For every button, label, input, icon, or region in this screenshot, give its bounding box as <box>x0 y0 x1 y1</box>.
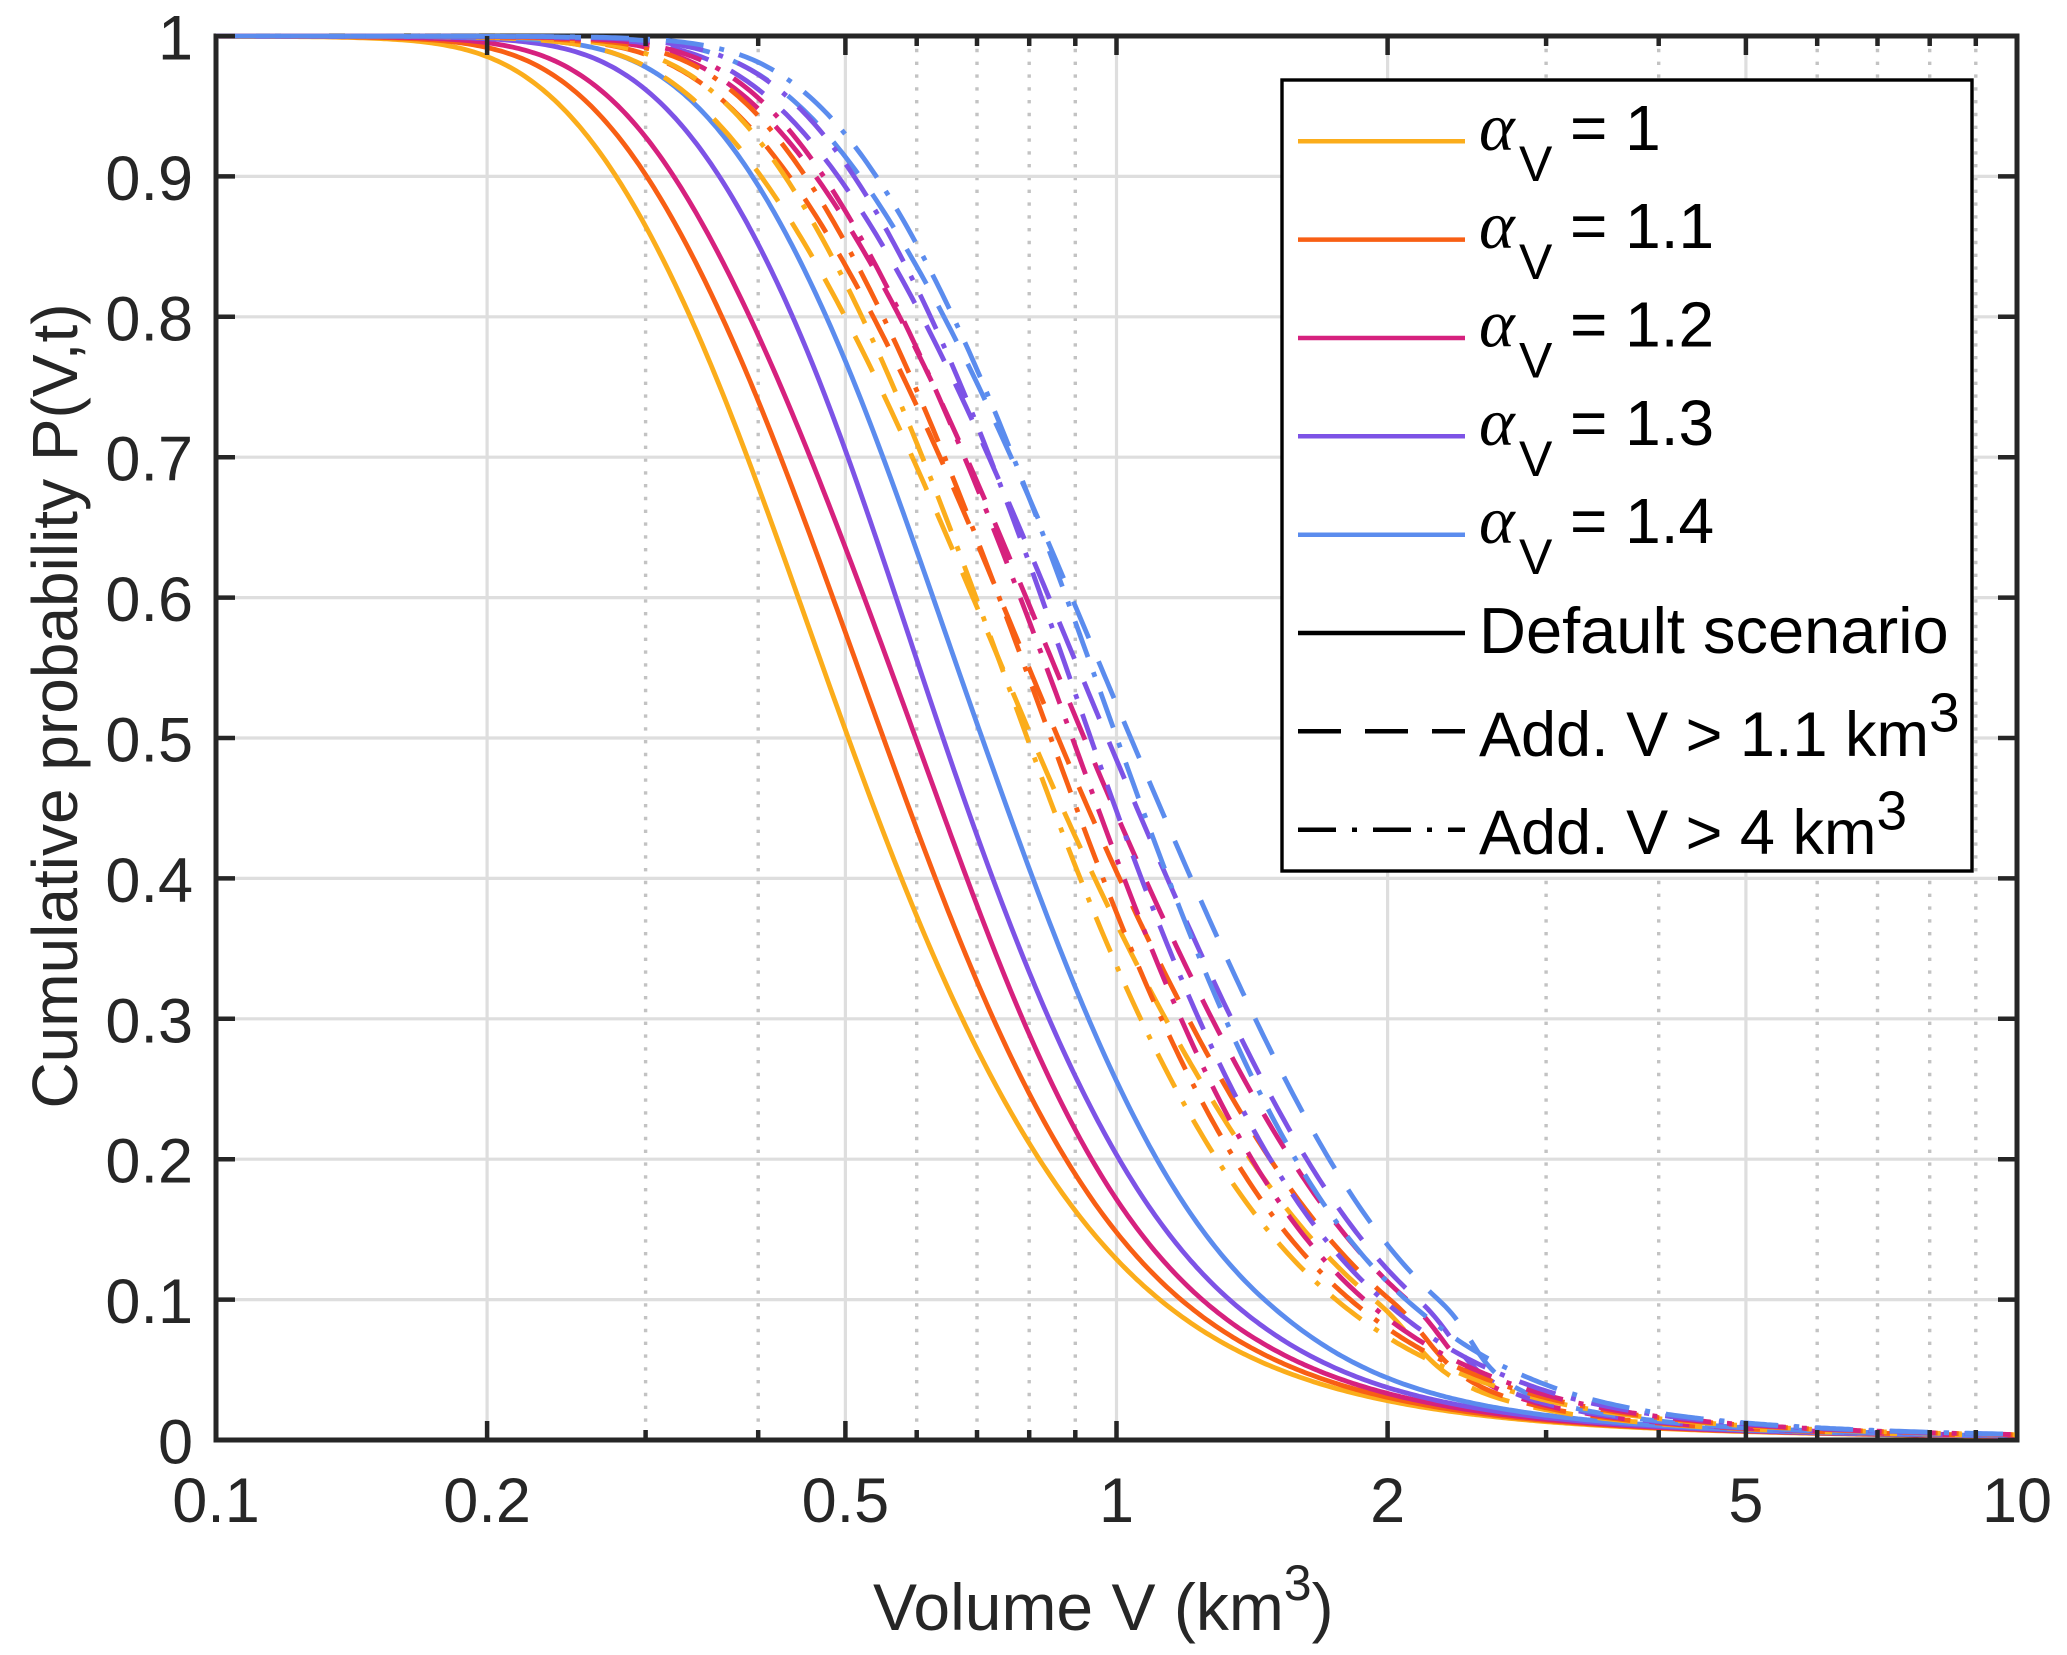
svg-text:V: V <box>1519 431 1553 487</box>
svg-text:Default scenario: Default scenario <box>1479 594 1949 667</box>
svg-text:0.6: 0.6 <box>105 565 193 635</box>
svg-text:0.1: 0.1 <box>172 1466 260 1536</box>
svg-text:Cumulative probability P(V,t): Cumulative probability P(V,t) <box>19 303 91 1108</box>
svg-text:α: α <box>1479 89 1516 165</box>
svg-text:Volume V (km3): Volume V (km3) <box>873 1555 1334 1644</box>
svg-text:V: V <box>1519 529 1553 585</box>
svg-text:0: 0 <box>158 1408 193 1478</box>
svg-text:0.2: 0.2 <box>105 1127 193 1197</box>
svg-text:V: V <box>1519 333 1553 389</box>
svg-text:α: α <box>1479 286 1516 362</box>
svg-text:5: 5 <box>1728 1466 1763 1536</box>
svg-text:0.8: 0.8 <box>105 284 193 354</box>
svg-text:α: α <box>1479 384 1516 460</box>
svg-text:0.4: 0.4 <box>105 846 193 916</box>
svg-text:= 1.2: = 1.2 <box>1570 289 1714 361</box>
svg-text:= 1.1: = 1.1 <box>1570 190 1714 262</box>
svg-text:V: V <box>1519 136 1553 192</box>
svg-text:0.5: 0.5 <box>105 706 193 776</box>
svg-text:1: 1 <box>1099 1466 1134 1536</box>
svg-text:0.9: 0.9 <box>105 144 193 214</box>
svg-text:= 1.4: = 1.4 <box>1570 485 1714 557</box>
svg-text:2: 2 <box>1370 1466 1405 1536</box>
svg-text:0.1: 0.1 <box>105 1267 193 1337</box>
svg-text:0.7: 0.7 <box>105 425 193 495</box>
svg-text:0.3: 0.3 <box>105 986 193 1056</box>
svg-text:= 1: = 1 <box>1570 92 1661 164</box>
svg-text:10: 10 <box>1982 1466 2052 1536</box>
svg-text:= 1.3: = 1.3 <box>1570 387 1714 459</box>
svg-text:α: α <box>1479 482 1516 558</box>
svg-text:1: 1 <box>158 4 193 74</box>
svg-text:0.2: 0.2 <box>443 1466 531 1536</box>
svg-text:α: α <box>1479 187 1516 263</box>
svg-text:0.5: 0.5 <box>802 1466 890 1536</box>
svg-text:V: V <box>1519 234 1553 290</box>
